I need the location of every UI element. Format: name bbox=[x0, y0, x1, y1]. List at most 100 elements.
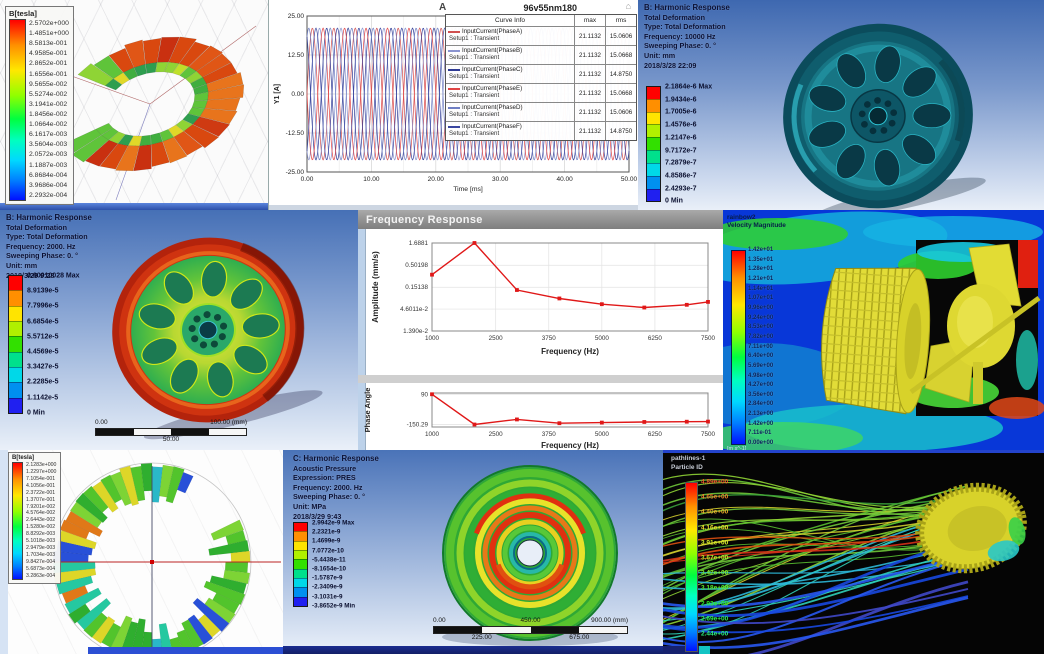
disc-3d-viewport[interactable] bbox=[283, 450, 663, 654]
x-tick-label: 50.00 bbox=[621, 176, 638, 183]
x-tick-label: 30.00 bbox=[492, 176, 509, 183]
curve-name: InputCurrent(PhaseB) bbox=[462, 47, 523, 54]
ruler-label: 50.00 bbox=[162, 436, 180, 443]
data-point bbox=[515, 288, 519, 292]
legend-value: 7.11e-01 bbox=[748, 430, 772, 437]
legend-value: 2.2932e-004 bbox=[29, 191, 68, 199]
curve-row[interactable]: InputCurrent(PhaseA) Setup1 : Transient 21… bbox=[446, 26, 636, 45]
curve-name: InputCurrent(PhaseD) bbox=[462, 104, 523, 111]
x-axis-label: Frequency (Hz) bbox=[541, 441, 599, 450]
y-tick-label: -150.29 bbox=[407, 422, 429, 429]
stator-3d-viewport[interactable] bbox=[0, 0, 268, 203]
result-colorbar bbox=[8, 275, 23, 414]
legend-value: 9.7172e-7 bbox=[665, 147, 697, 154]
curve-rms: 14.8750 bbox=[609, 70, 633, 78]
field-colorbar bbox=[9, 19, 26, 201]
legend-value: 5.69e+00 bbox=[748, 362, 774, 369]
wheel-3d bbox=[112, 237, 323, 440]
phase-curve bbox=[431, 393, 709, 426]
curve-color-swatch bbox=[448, 68, 460, 71]
curve-color-swatch bbox=[448, 87, 460, 90]
data-point bbox=[706, 419, 710, 424]
data-point bbox=[642, 420, 647, 424]
curve-row[interactable]: InputCurrent(PhaseE) Setup1 : Transient 21… bbox=[446, 83, 636, 102]
data-point bbox=[430, 392, 434, 397]
window-icon[interactable]: ⌂ bbox=[625, 1, 631, 11]
curve-max: 21.1132 bbox=[575, 84, 606, 102]
info-line: 2018/3/28 22:09 bbox=[644, 60, 697, 70]
legend-value: 7.9201e-002 bbox=[26, 503, 56, 510]
legend-locator-name: rainbow2 bbox=[727, 214, 756, 221]
legend-value: 9.8427e-004 bbox=[26, 558, 56, 565]
analysis-info-text: C: Harmonic Response Acoustic Pressure Exp… bbox=[293, 454, 379, 521]
curve-row[interactable]: InputCurrent(PhaseB) Setup1 : Transient 21… bbox=[446, 45, 636, 64]
legend-value: -5.4438e-11 bbox=[312, 556, 346, 564]
legend-value: 3.1941e-002 bbox=[29, 100, 68, 108]
rotor-3d-viewport[interactable] bbox=[0, 450, 283, 654]
curve-row[interactable]: InputCurrent(PhaseC) Setup1 : Transient 21… bbox=[446, 64, 636, 83]
wheel-3d bbox=[783, 23, 986, 210]
legend-value: 5.1018e-003 bbox=[26, 538, 56, 545]
gear-3d bbox=[821, 267, 931, 415]
data-point bbox=[706, 299, 710, 304]
y-axis-label: Amplitude (mm/s) bbox=[370, 251, 380, 323]
cfd-3d-viewport[interactable] bbox=[723, 210, 1044, 450]
data-point bbox=[557, 296, 562, 301]
legend-value: 4.8586e-7 bbox=[665, 172, 697, 180]
maxwell-window-bar bbox=[88, 647, 283, 654]
field-colorbar bbox=[12, 462, 23, 580]
legend-value: 7.11e+00 bbox=[748, 343, 773, 350]
curve-color-swatch bbox=[448, 30, 460, 33]
data-point bbox=[472, 241, 477, 245]
legend-value: 3.42e+00 bbox=[701, 569, 729, 577]
scale-ruler: 0.00 450.00 900.00 (mm) 225.00 675.00 bbox=[433, 617, 628, 641]
legend-value: 1.1887e-003 bbox=[29, 161, 68, 169]
x-tick-label: 2500 bbox=[489, 431, 504, 438]
legend-value: 1.1142e-5 bbox=[27, 394, 59, 402]
x-tick-label: 3750 bbox=[542, 335, 557, 342]
legend-value: 2.2285e-5 bbox=[27, 378, 59, 386]
window-edge bbox=[0, 450, 8, 654]
maxwell-window-bar bbox=[0, 203, 268, 210]
curve-row[interactable]: InputCurrent(PhaseF) Setup1 : Transient 21… bbox=[446, 121, 636, 140]
legend-value: 1.4699e-9 bbox=[312, 537, 341, 545]
data-point bbox=[599, 420, 604, 425]
panel-maxwell-rotor: B[tesla] 2.1283e+000 1.2297e+000 7.1054e-00… bbox=[0, 450, 283, 654]
info-line: Frequency: 2000. Hz bbox=[293, 482, 363, 492]
velocity-colorbar bbox=[731, 250, 746, 445]
legend-value: 6.8684e-004 bbox=[29, 171, 68, 179]
legend-value: 9.24e+00 bbox=[748, 314, 774, 321]
gear-3d bbox=[915, 482, 1027, 574]
legend-value: 7.7996e-5 bbox=[27, 302, 59, 310]
curve-row[interactable]: InputCurrent(PhaseD) Setup1 : Transient 21… bbox=[446, 102, 636, 121]
data-point bbox=[642, 305, 647, 310]
legend-value: 8.53e+00 bbox=[748, 324, 774, 331]
result-colorbar bbox=[646, 86, 661, 203]
info-line: Sweeping Phase: 0. ° bbox=[293, 492, 365, 502]
legend-value: 2.0572e-003 bbox=[29, 151, 68, 159]
wheel-3d-viewport[interactable] bbox=[0, 210, 358, 450]
info-line: Unit: mm bbox=[644, 50, 676, 60]
legend-value: 4.89e+00 bbox=[701, 478, 729, 486]
pathlines-legend-title: pathlines-1 Particle ID bbox=[671, 455, 705, 472]
x-axis-label: Frequency (Hz) bbox=[541, 347, 599, 356]
legend-value: 1.6556e-001 bbox=[29, 70, 68, 78]
stator-3d bbox=[66, 36, 245, 172]
info-line: B: Harmonic Response bbox=[6, 213, 92, 222]
x-tick-label: 5000 bbox=[595, 431, 610, 438]
b-field-legend: B[tesla] 2.5702e+000 1.4851e+000 8.5813e-00… bbox=[5, 6, 74, 205]
col-header: Curve Info bbox=[446, 15, 575, 26]
legend-value: -3.1031e-9 bbox=[312, 593, 343, 601]
window-titlebar[interactable]: Frequency Response bbox=[358, 210, 723, 229]
curve-setup: Setup1 : Transient bbox=[449, 130, 500, 137]
curve-max: 21.1132 bbox=[575, 65, 606, 83]
legend-value: -8.1654e-10 bbox=[312, 565, 346, 573]
legend-title: B[tesla] bbox=[12, 455, 35, 461]
curve-max: 21.1132 bbox=[575, 46, 606, 64]
propeller-3d bbox=[909, 243, 1041, 404]
y-tick-label: 25.00 bbox=[288, 13, 305, 20]
wheel-3d-viewport[interactable] bbox=[638, 0, 1044, 210]
y-tick-label: 0.00 bbox=[291, 91, 304, 98]
legend-value: 2.93e+00 bbox=[701, 600, 729, 608]
ruler-bar bbox=[433, 626, 628, 634]
